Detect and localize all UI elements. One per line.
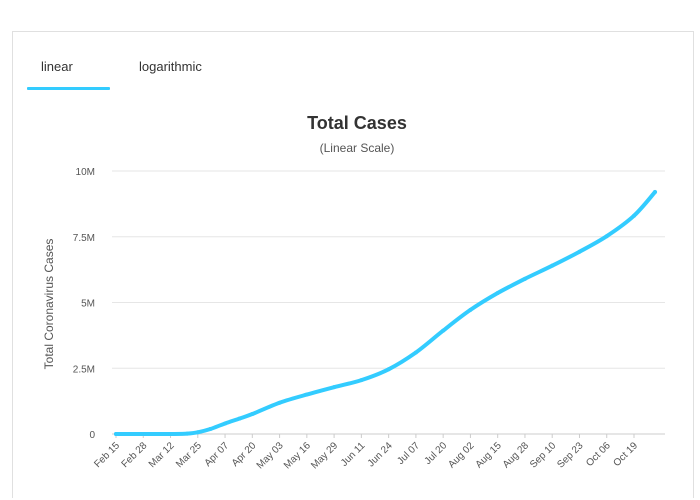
data-point bbox=[359, 378, 364, 383]
y-axis-label: Total Coronavirus Cases bbox=[42, 239, 56, 370]
x-tick-label: Mar 25 bbox=[174, 440, 204, 470]
data-point bbox=[114, 431, 118, 436]
y-tick-label: 2.5M bbox=[73, 364, 95, 375]
data-point bbox=[550, 263, 555, 268]
x-tick-label: May 29 bbox=[309, 440, 340, 471]
data-point bbox=[223, 421, 228, 426]
y-tick-label: 0 bbox=[89, 430, 95, 441]
series-layer bbox=[114, 190, 657, 436]
data-point bbox=[277, 400, 282, 405]
chart-widget: linear logarithmic Total Cases (Linear S… bbox=[12, 31, 694, 498]
x-tick-label: Feb 28 bbox=[120, 440, 150, 470]
y-tick-label: 5M bbox=[81, 299, 95, 310]
data-point bbox=[522, 276, 527, 281]
data-point bbox=[208, 427, 213, 432]
data-point bbox=[441, 328, 446, 333]
data-point bbox=[185, 431, 190, 436]
tab-linear[interactable]: linear bbox=[41, 59, 73, 74]
x-tick-label: Feb 15 bbox=[92, 440, 122, 470]
data-point bbox=[195, 430, 200, 435]
data-point bbox=[141, 431, 146, 436]
active-tab-indicator bbox=[27, 87, 110, 90]
data-point bbox=[250, 412, 255, 417]
line-chart: Total Cases (Linear Scale) Total Coronav… bbox=[42, 113, 665, 471]
data-point bbox=[604, 234, 609, 239]
data-point bbox=[413, 350, 418, 355]
x-tick-label: Sep 23 bbox=[555, 440, 585, 470]
x-tick-label: Oct 06 bbox=[584, 440, 613, 469]
x-tick-label: Apr 07 bbox=[203, 440, 232, 469]
y-axis-ticks: 0 2.5M 5M 7.5M 10M bbox=[73, 167, 96, 441]
x-tick-label: Aug 02 bbox=[446, 440, 476, 470]
x-tick-label: Aug 15 bbox=[474, 440, 504, 470]
gridlines bbox=[112, 170, 665, 435]
x-tick-label: Oct 19 bbox=[612, 440, 641, 469]
scale-tabs: linear logarithmic bbox=[13, 32, 693, 90]
data-point bbox=[304, 392, 309, 397]
x-tick-label: Mar 12 bbox=[147, 440, 177, 470]
x-tick-label: Jul 07 bbox=[395, 440, 422, 467]
y-tick-label: 10M bbox=[76, 167, 95, 178]
data-point bbox=[237, 416, 242, 421]
data-point bbox=[332, 385, 337, 390]
data-point bbox=[495, 291, 500, 296]
data-point bbox=[632, 213, 636, 218]
data-point bbox=[468, 307, 473, 312]
data-point bbox=[577, 249, 582, 254]
tab-logarithmic[interactable]: logarithmic bbox=[139, 59, 202, 74]
x-tick-label: Apr 20 bbox=[230, 440, 259, 469]
data-point bbox=[168, 431, 173, 436]
y-tick-label: 7.5M bbox=[73, 233, 95, 244]
series-line-total-cases bbox=[114, 190, 657, 436]
x-tick-label: May 16 bbox=[282, 440, 313, 471]
x-tick-label: Sep 10 bbox=[528, 440, 558, 470]
x-tick-label: May 03 bbox=[255, 440, 286, 471]
x-tick-label: Jun 24 bbox=[366, 440, 395, 469]
data-point bbox=[652, 190, 657, 195]
x-tick-label: Aug 28 bbox=[501, 440, 531, 470]
data-point bbox=[386, 367, 391, 372]
x-tick-label: Jun 11 bbox=[339, 440, 368, 469]
chart-subtitle: (Linear Scale) bbox=[320, 141, 395, 155]
chart-title: Total Cases bbox=[307, 113, 407, 133]
